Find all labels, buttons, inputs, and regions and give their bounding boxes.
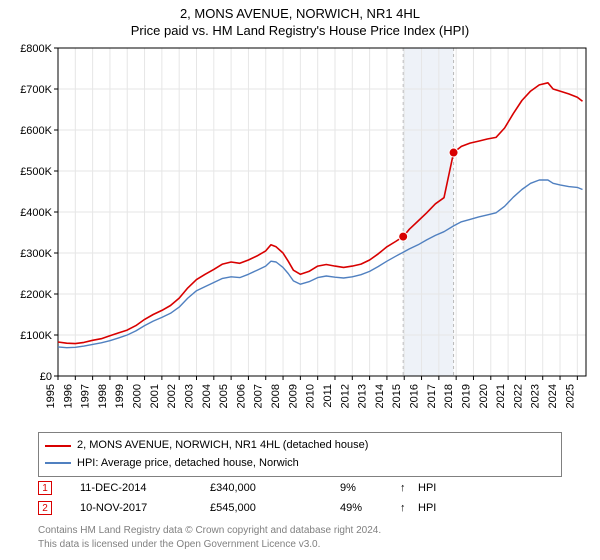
sale-marker-2: 2 bbox=[38, 501, 52, 515]
svg-text:2000: 2000 bbox=[132, 384, 144, 408]
svg-text:2020: 2020 bbox=[478, 384, 490, 408]
arrow-up-icon: ↑ bbox=[400, 502, 418, 514]
svg-text:1996: 1996 bbox=[62, 384, 74, 408]
svg-text:2008: 2008 bbox=[270, 384, 282, 408]
legend-label-hpi: HPI: Average price, detached house, Norw… bbox=[77, 455, 299, 473]
svg-text:£300K: £300K bbox=[20, 248, 52, 260]
svg-text:2001: 2001 bbox=[149, 384, 161, 408]
sale-hpi-label: HPI bbox=[418, 502, 448, 514]
legend-swatch-hpi bbox=[45, 462, 71, 464]
svg-text:2022: 2022 bbox=[512, 384, 524, 408]
sale-pct: 49% bbox=[340, 502, 400, 514]
sale-marker-1: 1 bbox=[38, 481, 52, 495]
svg-text:1999: 1999 bbox=[114, 384, 126, 408]
svg-text:£700K: £700K bbox=[20, 84, 52, 96]
svg-text:1995: 1995 bbox=[45, 384, 57, 408]
svg-text:2024: 2024 bbox=[547, 384, 559, 408]
footer-line-2: This data is licensed under the Open Gov… bbox=[38, 538, 562, 552]
svg-text:2016: 2016 bbox=[409, 384, 421, 408]
sale-hpi-label: HPI bbox=[418, 482, 448, 494]
svg-text:2015: 2015 bbox=[391, 384, 403, 408]
arrow-up-icon: ↑ bbox=[400, 482, 418, 494]
svg-text:2003: 2003 bbox=[183, 384, 195, 408]
svg-text:£100K: £100K bbox=[20, 330, 52, 342]
svg-text:£400K: £400K bbox=[20, 207, 52, 219]
svg-text:2002: 2002 bbox=[166, 384, 178, 408]
svg-text:2011: 2011 bbox=[322, 384, 334, 408]
svg-text:£600K: £600K bbox=[20, 125, 52, 137]
svg-text:2009: 2009 bbox=[287, 384, 299, 408]
svg-text:£500K: £500K bbox=[20, 166, 52, 178]
legend-swatch-property bbox=[45, 445, 71, 447]
svg-text:2019: 2019 bbox=[460, 384, 472, 408]
legend-item-property: 2, MONS AVENUE, NORWICH, NR1 4HL (detach… bbox=[45, 437, 555, 455]
svg-text:£200K: £200K bbox=[20, 289, 52, 301]
svg-text:2007: 2007 bbox=[253, 384, 265, 408]
svg-text:2012: 2012 bbox=[339, 384, 351, 408]
title-block: 2, MONS AVENUE, NORWICH, NR1 4HL Price p… bbox=[0, 0, 600, 38]
sale-price: £340,000 bbox=[210, 482, 340, 494]
svg-text:£0: £0 bbox=[40, 371, 52, 383]
footer-line-1: Contains HM Land Registry data © Crown c… bbox=[38, 524, 562, 538]
sale-price: £545,000 bbox=[210, 502, 340, 514]
svg-text:2006: 2006 bbox=[235, 384, 247, 408]
sale-date: 10-NOV-2017 bbox=[80, 502, 210, 514]
sale-pct: 9% bbox=[340, 482, 400, 494]
legend-label-property: 2, MONS AVENUE, NORWICH, NR1 4HL (detach… bbox=[77, 437, 368, 455]
svg-text:2018: 2018 bbox=[443, 384, 455, 408]
svg-text:1998: 1998 bbox=[97, 384, 109, 408]
svg-text:2010: 2010 bbox=[305, 384, 317, 408]
page-subtitle: Price paid vs. HM Land Registry's House … bbox=[0, 23, 600, 38]
page-title: 2, MONS AVENUE, NORWICH, NR1 4HL bbox=[0, 6, 600, 21]
svg-text:2021: 2021 bbox=[495, 384, 507, 408]
chart-area: £0 £100K £200K £300K £400K £500K £600K £700K £80… bbox=[8, 44, 592, 424]
svg-text:£800K: £800K bbox=[20, 44, 52, 55]
footer-attribution: Contains HM Land Registry data © Crown c… bbox=[38, 524, 562, 551]
chart-svg: £0 £100K £200K £300K £400K £500K £600K £700K £80… bbox=[8, 44, 592, 424]
svg-text:2004: 2004 bbox=[201, 384, 213, 408]
svg-text:1997: 1997 bbox=[80, 384, 92, 408]
svg-text:2005: 2005 bbox=[218, 384, 230, 408]
sale-row-2: 2 10-NOV-2017 £545,000 49% ↑ HPI bbox=[38, 498, 562, 518]
sale-row-1: 1 11-DEC-2014 £340,000 9% ↑ HPI bbox=[38, 478, 562, 498]
legend-box: 2, MONS AVENUE, NORWICH, NR1 4HL (detach… bbox=[38, 432, 562, 477]
sales-table: 1 11-DEC-2014 £340,000 9% ↑ HPI 2 10-NOV… bbox=[38, 478, 562, 518]
svg-text:2025: 2025 bbox=[564, 384, 576, 408]
chart-container: 2, MONS AVENUE, NORWICH, NR1 4HL Price p… bbox=[0, 0, 600, 560]
svg-text:2017: 2017 bbox=[426, 384, 438, 408]
legend-item-hpi: HPI: Average price, detached house, Norw… bbox=[45, 455, 555, 473]
svg-text:2013: 2013 bbox=[357, 384, 369, 408]
svg-text:2014: 2014 bbox=[374, 384, 386, 408]
svg-text:2023: 2023 bbox=[530, 384, 542, 408]
sale-date: 11-DEC-2014 bbox=[80, 482, 210, 494]
